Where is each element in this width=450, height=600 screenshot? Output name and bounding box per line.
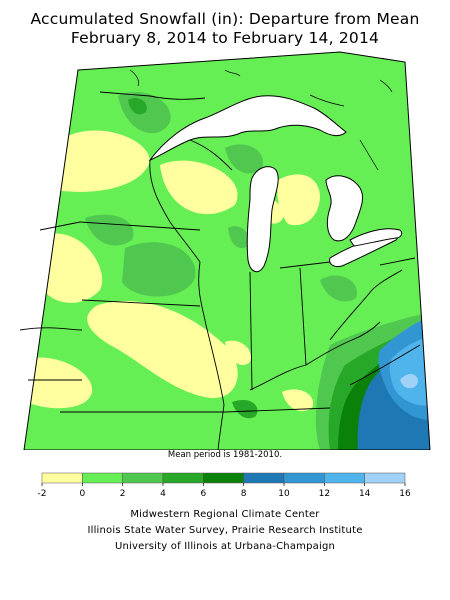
four-to-six-area bbox=[232, 399, 258, 419]
two-to-four-area bbox=[320, 275, 358, 302]
state-boundaries bbox=[19, 91, 421, 450]
map-outline bbox=[23, 51, 431, 450]
illinois-west-border bbox=[198, 261, 225, 406]
mean-period-note: Mean period is 1981-2010. bbox=[167, 450, 283, 460]
legend-bin bbox=[82, 472, 123, 484]
legend-bin bbox=[162, 472, 204, 484]
canada-coastline bbox=[129, 69, 393, 171]
legend-bin bbox=[203, 472, 244, 484]
map-date-range: February 8, 2014 to February 14, 2014 bbox=[70, 29, 380, 47]
legend-tick-label: 4 bbox=[160, 489, 166, 499]
legend-tick-label: 12 bbox=[319, 489, 330, 499]
below-mean-area bbox=[24, 357, 93, 409]
great-lakes bbox=[148, 95, 403, 273]
credit-center: Midwestern Regional Climate Center bbox=[130, 509, 320, 520]
kentucky-tennessee-border bbox=[225, 407, 331, 413]
legend-bin bbox=[243, 472, 285, 484]
below-mean-area bbox=[87, 301, 238, 399]
legend-tick-label: 8 bbox=[241, 489, 247, 499]
twelve-to-fourteen-area bbox=[389, 336, 430, 406]
below-mean-area bbox=[282, 389, 314, 412]
snowfall-departure-map bbox=[19, 51, 431, 450]
credit-university: University of Illinois at Urbana-Champai… bbox=[114, 541, 336, 552]
ohio-river bbox=[249, 321, 381, 391]
two-to-four-area bbox=[225, 144, 263, 174]
four-to-six-area bbox=[128, 97, 147, 115]
west-virginia-border bbox=[329, 269, 403, 341]
minnesota-iowa-border bbox=[79, 221, 201, 231]
legend-bin bbox=[41, 472, 83, 484]
two-to-four-area bbox=[228, 226, 249, 249]
pennsylvania-new-york-border bbox=[379, 257, 416, 266]
minnesota-wisconsin-border bbox=[149, 159, 201, 263]
canada-border bbox=[99, 91, 206, 100]
below-mean-area bbox=[160, 160, 238, 215]
legend-bin bbox=[364, 472, 406, 484]
legend-tick-label: -2 bbox=[38, 489, 47, 499]
legend-tick-label: 6 bbox=[200, 489, 206, 499]
legend-bin bbox=[283, 472, 325, 484]
michigan-ohio-border bbox=[279, 261, 331, 269]
credit-survey: Illinois State Water Survey, Prairie Res… bbox=[87, 525, 363, 536]
mississippi-river-south bbox=[217, 404, 225, 450]
illinois-indiana-border bbox=[249, 271, 253, 391]
nebraska-border bbox=[19, 327, 83, 331]
wisconsin-michigan-up-border bbox=[189, 139, 233, 171]
map-title: Accumulated Snowfall (in): Departure fro… bbox=[30, 10, 420, 28]
dakota-border bbox=[39, 221, 81, 231]
below-mean-area bbox=[38, 233, 103, 303]
legend-tick-label: 2 bbox=[120, 489, 126, 499]
below-mean-area bbox=[277, 174, 320, 226]
two-to-four-area bbox=[85, 214, 134, 246]
fourteen-to-sixteen-area bbox=[400, 374, 418, 389]
legend-tick-label: 14 bbox=[359, 489, 371, 499]
virginia-border bbox=[349, 344, 421, 386]
two-to-four-area bbox=[122, 242, 196, 297]
legend-tick-label: 0 bbox=[79, 489, 85, 499]
legend-bin bbox=[122, 472, 164, 484]
below-mean-area bbox=[55, 130, 150, 192]
iowa-missouri-border bbox=[81, 299, 201, 307]
lake-michigan bbox=[246, 166, 279, 273]
indiana-ohio-border bbox=[299, 267, 307, 366]
legend-tick-label: 16 bbox=[399, 489, 411, 499]
below-mean-area bbox=[225, 340, 251, 366]
legend-tick-label: 10 bbox=[278, 489, 290, 499]
lake-ontario bbox=[349, 228, 403, 247]
legend-bin bbox=[324, 472, 365, 484]
lake-huron bbox=[325, 175, 363, 242]
lake-superior bbox=[148, 95, 347, 162]
